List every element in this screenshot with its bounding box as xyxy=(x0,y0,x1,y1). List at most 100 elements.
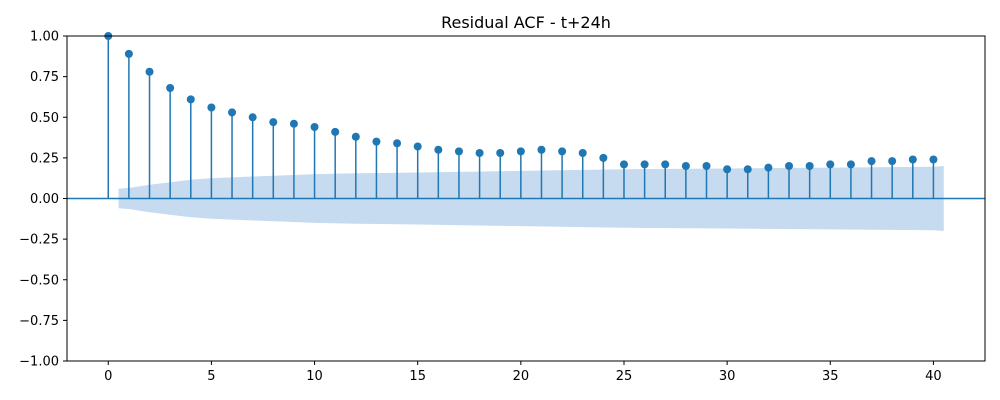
stem-marker xyxy=(145,67,154,76)
y-tick-label: −1.00 xyxy=(19,355,59,370)
stem-marker xyxy=(619,160,628,169)
x-tick-label: 15 xyxy=(409,369,426,384)
acf-stem-lag-7 xyxy=(248,113,257,199)
acf-stem-lag-19 xyxy=(496,149,505,199)
stem-marker xyxy=(496,149,505,157)
y-axis: −1.00 −0.75 −0.50 −0.25 0.00 0.25 0.50 0.75 1.00 xyxy=(19,30,67,370)
stem-marker xyxy=(310,123,319,131)
stem-marker xyxy=(805,162,814,170)
y-tick-label: −0.75 xyxy=(19,314,59,329)
acf-stem-lag-4 xyxy=(186,95,195,199)
stem-marker xyxy=(269,118,278,127)
stem-marker xyxy=(723,165,732,174)
stem-marker xyxy=(413,142,422,151)
acf-stem-lag-9 xyxy=(289,119,298,199)
acf-stem-lag-36 xyxy=(846,160,855,199)
acf-stem-lag-27 xyxy=(661,160,670,199)
acf-stem-lag-25 xyxy=(619,160,628,199)
stem-marker xyxy=(826,160,835,169)
stem-marker xyxy=(867,157,876,166)
stem-marker xyxy=(785,162,794,170)
acf-stem-lag-33 xyxy=(785,162,794,199)
stem-marker xyxy=(475,149,484,157)
acf-stem-lag-11 xyxy=(331,127,340,199)
acf-stem-lag-21 xyxy=(537,145,546,199)
stem-marker xyxy=(289,119,298,128)
acf-stem-lag-23 xyxy=(578,149,587,199)
y-tick-label: 1.00 xyxy=(30,30,59,45)
x-tick-label: 0 xyxy=(104,369,112,384)
acf-stem-lag-10 xyxy=(310,123,319,199)
acf-stem-lag-22 xyxy=(558,147,567,199)
acf-stem-lag-3 xyxy=(166,84,175,199)
acf-stem-lag-29 xyxy=(702,162,711,199)
acf-stem-lag-0 xyxy=(104,32,113,199)
stem-marker xyxy=(351,132,360,141)
acf-stem-lag-28 xyxy=(681,162,690,199)
stem-marker xyxy=(393,139,402,148)
acf-stem-lag-2 xyxy=(145,67,154,199)
x-tick-label: 35 xyxy=(822,369,839,384)
stem-marker xyxy=(846,160,855,169)
x-tick-label: 20 xyxy=(513,369,530,384)
stem-marker xyxy=(207,103,216,112)
x-tick-label: 10 xyxy=(306,369,323,384)
y-tick-label: −0.25 xyxy=(19,233,59,248)
stem-marker xyxy=(888,157,897,166)
chart-title: Residual ACF - t+24h xyxy=(441,13,611,32)
stem-marker xyxy=(124,49,133,58)
acf-stem-lag-12 xyxy=(351,132,360,199)
acf-stem-lag-6 xyxy=(228,108,237,199)
stem-marker xyxy=(372,137,381,146)
stem-marker xyxy=(599,153,608,162)
acf-stem-lag-15 xyxy=(413,142,422,199)
acf-stem-lag-39 xyxy=(908,155,917,199)
y-tick-label: 0.25 xyxy=(30,151,59,166)
acf-stem-lag-13 xyxy=(372,137,381,199)
acf-stem-lag-35 xyxy=(826,160,835,199)
stem-marker xyxy=(454,147,463,156)
stem-marker xyxy=(537,145,546,154)
stem-marker xyxy=(681,162,690,170)
stem-marker xyxy=(186,95,195,104)
stem-marker xyxy=(228,108,237,117)
x-tick-label: 30 xyxy=(719,369,736,384)
acf-stem-lag-32 xyxy=(764,163,773,199)
acf-stem-lag-5 xyxy=(207,103,216,199)
acf-stem-lag-24 xyxy=(599,153,608,199)
stem-marker xyxy=(764,163,773,172)
acf-stem-lag-34 xyxy=(805,162,814,199)
acf-stem-lag-31 xyxy=(743,165,752,199)
acf-stem-lag-40 xyxy=(929,155,938,199)
x-tick-label: 5 xyxy=(207,369,215,384)
stem-layer xyxy=(104,32,938,199)
x-axis: 0 5 10 15 20 25 30 35 40 xyxy=(104,361,942,384)
stem-marker xyxy=(558,147,567,156)
acf-stem-lag-37 xyxy=(867,157,876,199)
stem-marker xyxy=(929,155,938,164)
acf-stem-lag-30 xyxy=(723,165,732,199)
acf-stem-lag-26 xyxy=(640,160,649,199)
stem-marker xyxy=(640,160,649,169)
stem-marker xyxy=(578,149,587,157)
acf-stem-lag-17 xyxy=(454,147,463,199)
y-tick-label: −0.50 xyxy=(19,273,59,288)
stem-marker xyxy=(516,147,525,156)
x-tick-label: 40 xyxy=(925,369,942,384)
stem-marker xyxy=(434,145,443,154)
acf-stem-lag-38 xyxy=(888,157,897,199)
x-tick-label: 25 xyxy=(616,369,633,384)
y-tick-label: 0.00 xyxy=(30,192,59,207)
acf-stem-lag-1 xyxy=(124,49,133,199)
stem-marker xyxy=(908,155,917,164)
stem-marker xyxy=(331,127,340,136)
y-tick-label: 0.75 xyxy=(30,70,59,85)
y-tick-label: 0.50 xyxy=(30,111,59,126)
acf-stem-lag-20 xyxy=(516,147,525,199)
stem-marker xyxy=(166,84,175,92)
stem-marker xyxy=(743,165,752,174)
stem-marker xyxy=(702,162,711,170)
acf-stem-lag-16 xyxy=(434,145,443,199)
